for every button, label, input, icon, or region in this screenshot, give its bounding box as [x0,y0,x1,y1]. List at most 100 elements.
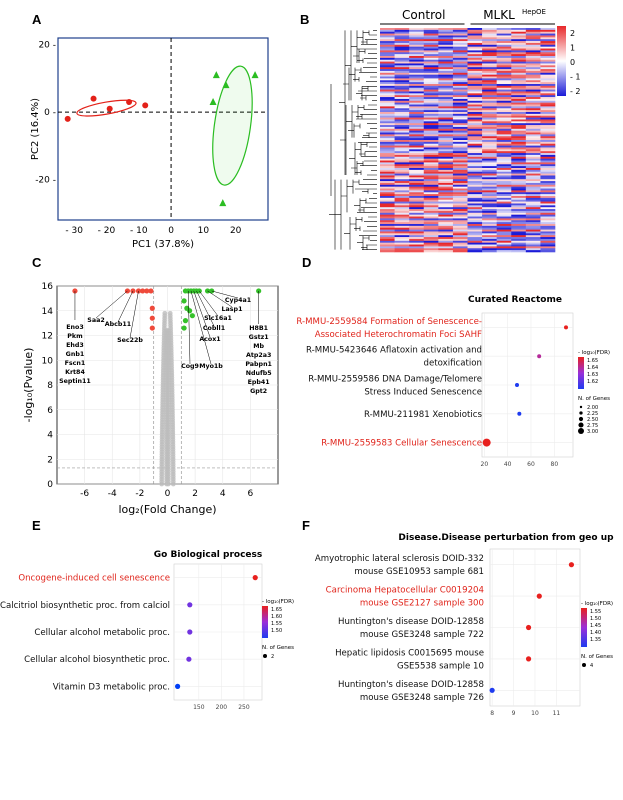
mlkl-point [222,81,230,89]
heatmap-cell [496,59,512,62]
heatmap-cell [511,56,527,59]
heatmap-cell [496,54,512,57]
heatmap-cell [496,69,512,72]
heatmap-cell [452,123,468,126]
heatmap-cell [496,182,512,186]
heatmap-cell [452,69,468,72]
heatmap-cell [511,209,527,212]
heatmap-cell [452,166,468,169]
legend-tick-label: 2 [570,29,575,38]
heatmap-cell [409,177,425,180]
heatmap-cell [394,140,410,143]
category-label: Huntington's disease DOID-12858 [338,617,484,627]
heatmap-cell [525,225,541,229]
heatmap-cell [452,70,468,74]
heatmap-cell [438,220,454,223]
enrichment-dot [186,656,192,662]
heatmap-cell [540,246,556,249]
heatmap-cell [452,177,468,180]
heatmap-cell [423,201,439,204]
heatmap-cell [438,97,454,100]
heatmap-cell [423,151,439,154]
heatmap-cell [525,210,541,214]
heatmap-cell [467,158,483,161]
heatmap-cell [438,121,454,124]
legend-tick-label: - 1 [570,73,581,82]
heatmap-cell [438,89,454,92]
heatmap-cell [511,123,527,126]
heatmap-cell [438,123,454,126]
gene-label: Myo1b [199,363,223,370]
heatmap-cell [467,222,483,225]
heatmap-cell [394,218,410,221]
heatmap-cell [482,70,497,74]
heatmap-cell [540,39,556,42]
heatmap-cell [511,85,527,89]
heatmap-cell [452,209,468,212]
heatmap-cell [467,125,483,128]
heatmap-cell [496,108,512,111]
heatmap-cell [452,39,468,42]
heatmap-cell [394,42,410,46]
heatmap-cell [525,158,541,161]
heatmap-cell [467,143,483,146]
heatmap-cell [409,121,425,124]
heatmap-cell [496,100,512,103]
heatmap-cell [394,74,410,77]
heatmap-cell [380,106,395,109]
heatmap-cell [394,126,410,130]
heatmap-cell [482,140,497,143]
heatmap-cell [380,197,395,201]
heatmap-cell [438,59,454,62]
heatmap-cell [380,136,395,139]
heatmap-cell [438,242,454,245]
down-point [148,288,154,294]
heatmap-cell [467,87,483,90]
heatmap-cell [423,52,439,55]
heatmap-cell [409,50,425,53]
control-point [64,115,71,122]
heatmap-cell [380,117,395,120]
heatmap-cell [438,117,454,120]
heatmap-cell [452,54,468,57]
x-tick-label: 20 [481,461,489,468]
heatmap-cell [380,84,395,87]
heatmap-cell [482,28,497,31]
heatmap-cell [452,67,468,70]
heatmap-cell [496,209,512,212]
heatmap-cell [409,188,425,191]
heatmap-cell [394,104,410,107]
heatmap-cell [409,190,425,193]
legend-fdr-title: - log₁₀(FDR) [578,350,610,356]
heatmap-cell [409,237,425,240]
heatmap-cell [467,153,483,156]
heatmap-cell [467,164,483,167]
heatmap-cell [511,69,527,72]
heatmap-cell [380,85,395,89]
heatmap-cell [409,238,425,242]
heatmap-cell [452,235,468,238]
heatmap-cell [394,84,410,87]
heatmap-cell [511,57,527,61]
heatmap-cell [438,98,454,102]
heatmap-cell [409,93,425,96]
heatmap-cell [482,106,497,109]
heatmap-cell [409,46,425,49]
heatmap-cell [467,28,483,31]
heatmap-cell [438,33,454,36]
heatmap-cell [438,95,454,98]
heatmap-cell [467,166,483,169]
heatmap-cell [540,235,556,238]
heatmap-cell [511,233,527,236]
heatmap-cell [496,42,512,46]
heatmap-cell [452,162,468,165]
x-axis-label: PC1 (37.8%) [132,239,194,250]
heatmap-cell [467,78,483,81]
heatmap-cell [394,151,410,154]
heatmap-cell [511,126,527,130]
heatmap-cell [394,72,410,75]
heatmap-cell [452,57,468,61]
heatmap-cell [467,117,483,120]
gene-label: Fscn1 [65,360,86,367]
heatmap-cell [496,84,512,87]
